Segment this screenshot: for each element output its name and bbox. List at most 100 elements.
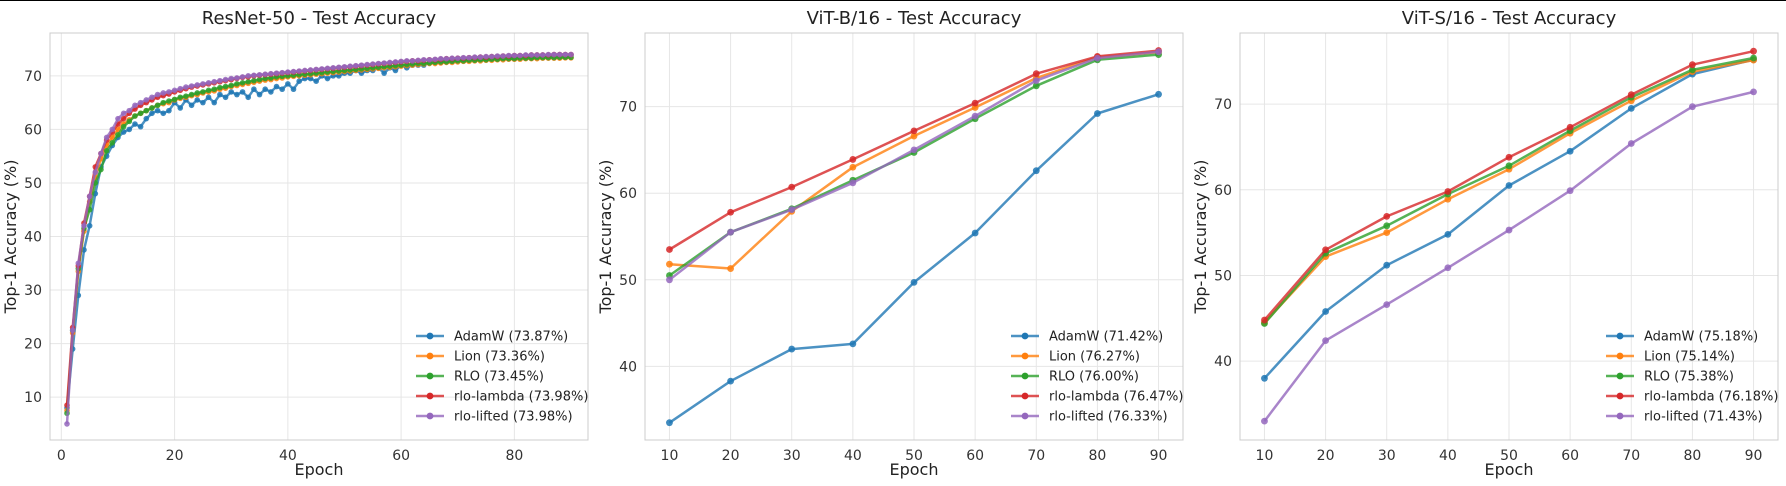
data-point <box>910 127 918 135</box>
legend-label: rlo-lambda (76.47%) <box>1049 390 1183 405</box>
legend-marker <box>426 352 434 360</box>
data-point <box>273 70 280 76</box>
data-point <box>211 99 218 106</box>
chart-panel-1: 0 20 40 60 80 10 20 30 40 50 60 70 ResNet-50 - Test … <box>1 8 589 479</box>
data-point <box>471 54 478 60</box>
data-point <box>239 80 246 86</box>
data-point <box>177 105 184 111</box>
data-point <box>522 52 529 58</box>
data-point <box>279 69 285 76</box>
plot-frame <box>644 32 1184 441</box>
data-point <box>194 82 201 88</box>
x-tick-label: 20 <box>166 448 184 464</box>
data-point <box>200 89 206 95</box>
x-tick-label: 10 <box>661 448 679 464</box>
chart-title: ViT-S/16 - Test Accuracy <box>1402 8 1617 29</box>
data-point <box>971 99 979 107</box>
x-tick-label: 40 <box>1439 448 1457 464</box>
data-point <box>426 56 433 63</box>
data-point <box>454 55 461 61</box>
data-point <box>126 107 133 114</box>
data-point <box>228 75 235 82</box>
data-point <box>1155 90 1162 98</box>
legend-marker <box>1021 412 1029 420</box>
x-axis-label: Epoch <box>890 460 939 479</box>
data-point <box>103 134 110 141</box>
data-point <box>256 76 263 83</box>
data-point <box>1155 48 1162 56</box>
legend-marker <box>1616 392 1624 400</box>
data-point <box>409 58 416 64</box>
data-point <box>364 61 370 68</box>
data-point <box>290 68 297 75</box>
data-point <box>273 83 280 90</box>
data-point <box>788 206 796 214</box>
data-point <box>188 102 195 109</box>
data-point <box>1383 229 1391 237</box>
data-point <box>420 56 427 63</box>
data-point <box>1444 264 1452 272</box>
data-point <box>1750 88 1757 96</box>
data-point <box>1322 308 1329 315</box>
data-point <box>1627 140 1635 147</box>
data-point <box>1566 147 1574 155</box>
data-point <box>849 340 857 348</box>
data-point <box>1032 167 1040 175</box>
legend-marker <box>426 392 434 400</box>
data-point <box>910 146 918 154</box>
data-point <box>302 67 308 74</box>
data-point <box>324 75 331 82</box>
data-point <box>849 156 857 163</box>
legend-label: RLO (76.00%) <box>1049 370 1139 385</box>
chart-title: ViT-B/16 - Test Accuracy <box>807 8 1022 29</box>
data-point <box>234 81 240 87</box>
data-point <box>666 260 673 268</box>
legend-label: AdamW (71.42%) <box>1049 330 1163 345</box>
data-point <box>307 67 314 73</box>
x-tick-label: 90 <box>1745 448 1763 464</box>
data-point <box>666 276 673 284</box>
data-point <box>234 91 240 98</box>
data-point <box>166 98 172 104</box>
x-tick-label: 80 <box>1088 448 1106 464</box>
series-5 <box>1261 88 1757 425</box>
legend-marker <box>1616 352 1624 360</box>
chart-title: ResNet-50 - Test Accuracy <box>202 8 437 29</box>
x-tick-label: 80 <box>1683 448 1701 464</box>
data-point <box>437 55 444 62</box>
data-point <box>188 91 195 98</box>
data-point <box>137 110 144 117</box>
legend-marker <box>1616 332 1624 340</box>
data-point <box>132 102 138 109</box>
data-point <box>115 131 121 138</box>
data-point <box>477 54 484 60</box>
data-point <box>666 246 673 253</box>
data-point <box>222 76 229 83</box>
y-tick-label: 70 <box>619 100 637 116</box>
legend-marker <box>1021 392 1029 400</box>
data-point <box>211 78 218 85</box>
data-point <box>200 99 206 106</box>
legend-marker <box>426 372 434 380</box>
data-point <box>143 97 150 103</box>
x-tick-label: 30 <box>1378 448 1396 464</box>
y-tick-label: 40 <box>24 230 42 246</box>
y-tick-label: 60 <box>619 186 637 202</box>
y-tick-label: 70 <box>24 69 42 85</box>
data-point <box>239 74 246 80</box>
x-tick-label: 0 <box>57 448 66 464</box>
data-point <box>415 57 421 64</box>
data-point <box>460 54 467 61</box>
data-point <box>727 228 734 236</box>
y-tick-label: 70 <box>1214 97 1232 113</box>
data-point <box>727 208 734 216</box>
x-tick-label: 30 <box>783 448 801 464</box>
chart-panel-2: 10 20 30 40 50 60 70 80 90 40 50 60 70 ViT-B/16 - Tes… <box>596 8 1184 479</box>
series-5 <box>666 48 1162 284</box>
data-point <box>341 63 348 70</box>
data-point <box>1566 123 1574 131</box>
data-point <box>234 75 240 81</box>
data-point <box>115 115 121 122</box>
plot-frame <box>1239 32 1779 441</box>
data-point <box>64 421 70 427</box>
